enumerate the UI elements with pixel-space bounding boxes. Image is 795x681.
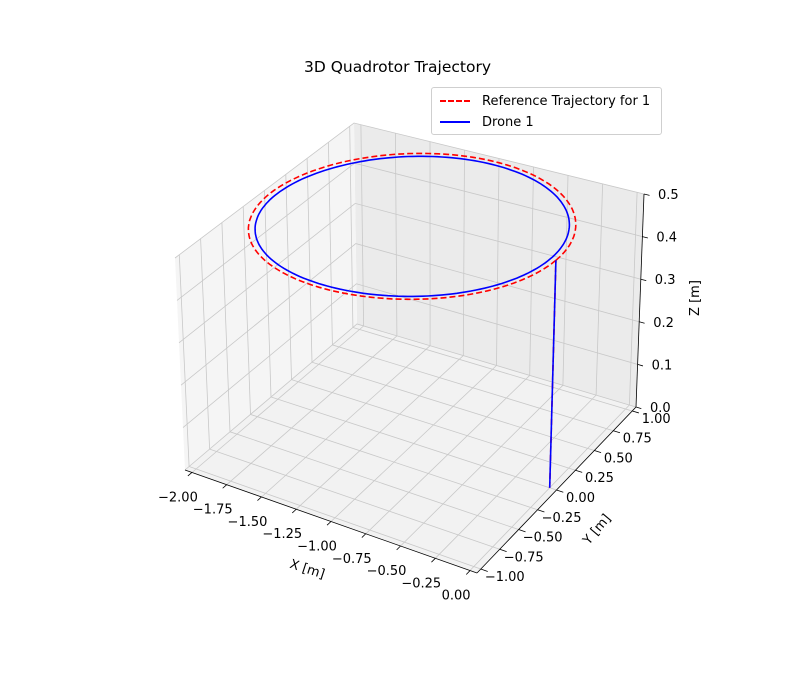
y-tick-mark: [518, 529, 526, 533]
y-tick-label: 0.50: [604, 451, 633, 466]
x-tick-mark: [361, 533, 367, 538]
x-tick-mark: [187, 472, 193, 477]
z-tick-mark: [639, 321, 645, 324]
x-tick-mark: [257, 496, 262, 501]
legend-label-reference: Reference Trajectory for 1: [482, 93, 651, 109]
x-tick-mark: [291, 508, 297, 514]
y-tick-mark: [480, 568, 488, 572]
grid-line-z: [182, 283, 638, 428]
legend-swatch-reference: [440, 100, 470, 102]
z-axis-line: [635, 193, 645, 408]
y-axis-label: Y [m]: [580, 512, 615, 549]
y-tick-label: −0.25: [542, 511, 582, 526]
left-pane: [175, 123, 357, 470]
z-tick-mark: [635, 406, 642, 409]
y-tick-label: 0.00: [566, 491, 595, 506]
y-tick-label: 0.75: [623, 432, 652, 447]
chart-title: 3D Quadrotor Trajectory: [304, 58, 491, 76]
y-tick-label: 1.00: [642, 412, 671, 427]
x-tick-mark: [396, 545, 401, 551]
y-tick-mark: [499, 548, 507, 553]
z-tick-mark: [642, 236, 648, 239]
z-tick-mark: [640, 278, 647, 282]
z-tick-label: 0.3: [655, 273, 676, 288]
x-tick-mark: [465, 570, 471, 575]
x-tick-label: −0.75: [332, 552, 372, 567]
y-tick-label: 0.25: [585, 471, 614, 486]
x-tick-label: −1.00: [297, 540, 337, 555]
series-layer: [247, 152, 577, 488]
y-tick-mark: [556, 489, 564, 493]
grid-lines: [174, 122, 645, 571]
series-1-circle: [254, 155, 571, 298]
back-pane: [354, 123, 644, 407]
x-tick-label: −2.00: [158, 490, 198, 505]
z-tick-label: 0.4: [656, 231, 677, 246]
y-tick-mark: [594, 450, 602, 453]
x-tick-label: −0.50: [367, 564, 407, 579]
grid-line-z: [184, 323, 637, 471]
z-tick-mark: [643, 193, 650, 196]
y-tick-label: −0.75: [504, 550, 544, 565]
legend: Reference Trajectory for 1 Drone 1: [431, 87, 662, 135]
floor-pane: [185, 324, 636, 573]
series-1-ascent: [548, 260, 557, 488]
x-tick-mark: [326, 521, 332, 526]
y-tick-label: −1.00: [485, 570, 525, 585]
z-tick-label: 0.5: [658, 188, 679, 203]
x-tick-mark: [222, 484, 227, 489]
legend-entry-drone: Drone 1: [440, 113, 534, 131]
z-tick-label: 0.1: [652, 358, 673, 373]
x-tick-label: −0.25: [401, 576, 441, 591]
x-axis-label: X [m]: [288, 557, 327, 582]
tick-marks: −2.00−1.75−1.50−1.25−1.00−0.75−0.50−0.25…: [158, 188, 703, 604]
x-tick-mark: [431, 558, 436, 563]
x-tick-label: −1.75: [193, 503, 233, 518]
x-tick-label: −1.25: [262, 527, 302, 542]
x-tick-label: 0.00: [442, 589, 471, 604]
grid-line-z: [174, 122, 645, 259]
legend-swatch-drone: [440, 121, 470, 123]
x-tick-label: −1.50: [228, 515, 268, 530]
y-tick-mark: [632, 410, 639, 414]
z-tick-mark: [637, 364, 644, 367]
y-tick-mark: [575, 469, 583, 473]
axis-panes: [175, 123, 644, 573]
y-tick-mark: [537, 509, 545, 513]
y-tick-label: −0.50: [523, 531, 563, 546]
z-axis-label: Z [m]: [688, 280, 703, 316]
grid-line-z: [178, 202, 641, 344]
series-0-circle: [247, 152, 577, 301]
grid-line-z: [180, 243, 640, 386]
legend-label-drone: Drone 1: [482, 114, 534, 130]
y-tick-mark: [613, 430, 621, 434]
z-tick-label: 0.0: [650, 401, 671, 416]
z-tick-label: 0.2: [653, 316, 674, 331]
legend-entry-reference: Reference Trajectory for 1: [440, 92, 650, 110]
